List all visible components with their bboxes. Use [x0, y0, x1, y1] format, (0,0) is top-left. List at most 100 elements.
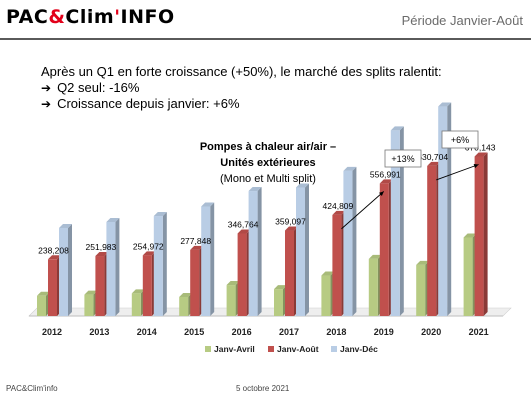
chart-title-line1: Pompes à chaleur air/air –	[199, 141, 337, 153]
arrow-right-icon: ➔	[41, 97, 52, 111]
data-label: 556,991	[370, 169, 401, 179]
bar-janv-avril-2018	[321, 275, 331, 316]
bar-janv-avril-2013	[84, 294, 94, 316]
x-tick-label: 2018	[326, 327, 346, 337]
legend-swatch	[205, 346, 211, 352]
bar-top	[153, 212, 167, 217]
bar-top	[332, 210, 346, 215]
data-label: 251,983	[86, 242, 117, 252]
data-label: 238,208	[38, 245, 69, 255]
bar-janv-avril-2016	[226, 285, 236, 316]
x-tick-label: 2021	[469, 327, 489, 337]
growth-arrowhead	[473, 163, 479, 169]
bar-janv-avril-2021	[463, 237, 473, 316]
bar-top	[416, 260, 430, 265]
data-label: 670,143	[465, 143, 496, 153]
chart-title-line2: Unités extérieures	[220, 157, 316, 169]
growth-arrow-line	[436, 164, 479, 181]
logo: PAC&Clim'INFO	[6, 6, 175, 28]
bar-janv-d-c-2013	[106, 221, 116, 316]
bar-janv-d-c-2014	[153, 216, 163, 316]
bar-top	[463, 233, 477, 238]
bar-top	[95, 252, 109, 257]
data-label: 424,809	[323, 201, 354, 211]
data-label: 346,764	[228, 219, 259, 229]
growth-box	[441, 130, 479, 149]
bar-janv-ao-t-2013	[95, 256, 105, 316]
bar-top	[237, 229, 251, 234]
bar-top	[390, 126, 404, 131]
bar-janv-avril-2014	[131, 293, 141, 316]
intro-line: Après un Q1 en forte croissance (+50%), …	[41, 64, 442, 79]
bar-janv-d-c-2016	[248, 191, 258, 316]
bar-janv-d-c-2012	[59, 227, 68, 316]
bar-janv-ao-t-2021	[474, 156, 484, 316]
bullet-growth: ➔ Croissance depuis janvier: +6%	[41, 96, 240, 111]
x-tick-label: 2019	[374, 327, 394, 337]
intro-text: Après un Q1 en forte croissance (+50%), …	[41, 64, 442, 112]
bar-top	[368, 254, 382, 259]
period-label: Période Janvier-Août	[401, 13, 523, 28]
bar-top	[106, 217, 120, 222]
x-tick-label: 2012	[42, 327, 62, 337]
growth-arrowhead	[378, 191, 384, 197]
bar-top	[321, 271, 335, 276]
growth-label: +13%	[391, 154, 414, 164]
bar-top	[131, 289, 145, 294]
bar-janv-d-c-2017	[296, 187, 305, 316]
growth-box	[384, 149, 422, 168]
x-tick-label: 2017	[279, 327, 299, 337]
bar-janv-ao-t-2016	[237, 233, 247, 316]
bar-top	[274, 285, 287, 290]
bar-janv-d-c-2018	[343, 170, 353, 316]
bar-janv-d-c-2020	[438, 106, 448, 316]
bar-side	[115, 217, 120, 316]
data-label: 630,704	[417, 152, 448, 162]
bar-janv-avril-2012	[37, 295, 46, 316]
bar-top	[226, 281, 240, 286]
bar-janv-avril-2017	[274, 289, 283, 316]
arrow-right-icon: ➔	[41, 81, 52, 95]
bar-janv-d-c-2019	[390, 130, 400, 316]
bar-top	[343, 166, 357, 171]
bar-janv-avril-2020	[416, 264, 426, 316]
bar-side	[352, 166, 357, 316]
bar-top	[190, 245, 204, 250]
header-divider	[0, 38, 531, 40]
bar-janv-ao-t-2020	[427, 165, 437, 316]
bar-janv-ao-t-2017	[285, 230, 294, 316]
bar-top	[37, 291, 50, 296]
footer-date: 5 octobre 2021	[236, 384, 290, 393]
legend-label: Janv-Avril	[214, 344, 255, 354]
bar-top	[285, 226, 298, 231]
bar-top	[379, 179, 393, 184]
bar-side	[399, 126, 404, 316]
bar-top	[142, 251, 156, 256]
legend-swatch	[331, 346, 337, 352]
growth-arrow-line	[341, 191, 385, 230]
x-tick-label: 2020	[421, 327, 441, 337]
bar-side	[162, 212, 167, 316]
bar-janv-ao-t-2015	[190, 249, 200, 316]
bar-side	[305, 183, 309, 316]
bar-top	[248, 187, 262, 192]
bar-side	[210, 202, 215, 316]
bar-top	[84, 290, 98, 295]
bar-janv-ao-t-2014	[142, 255, 152, 316]
bar-side	[483, 152, 488, 316]
bar-janv-ao-t-2018	[332, 214, 342, 316]
bar-janv-avril-2019	[368, 258, 378, 316]
chart-subtitle: (Mono et Multi split)	[220, 173, 316, 185]
chart-title: Pompes à chaleur air/air – Unités extéri…	[168, 139, 368, 187]
x-tick-label: 2013	[89, 327, 109, 337]
legend-swatch	[268, 346, 274, 352]
bar-side	[447, 102, 452, 316]
bar-top	[296, 183, 309, 188]
bar-side	[68, 223, 72, 316]
bar-janv-ao-t-2012	[48, 259, 57, 316]
bar-top	[179, 292, 193, 297]
x-tick-label: 2016	[232, 327, 252, 337]
growth-label: +6%	[451, 135, 469, 145]
bar-janv-ao-t-2019	[379, 183, 389, 316]
